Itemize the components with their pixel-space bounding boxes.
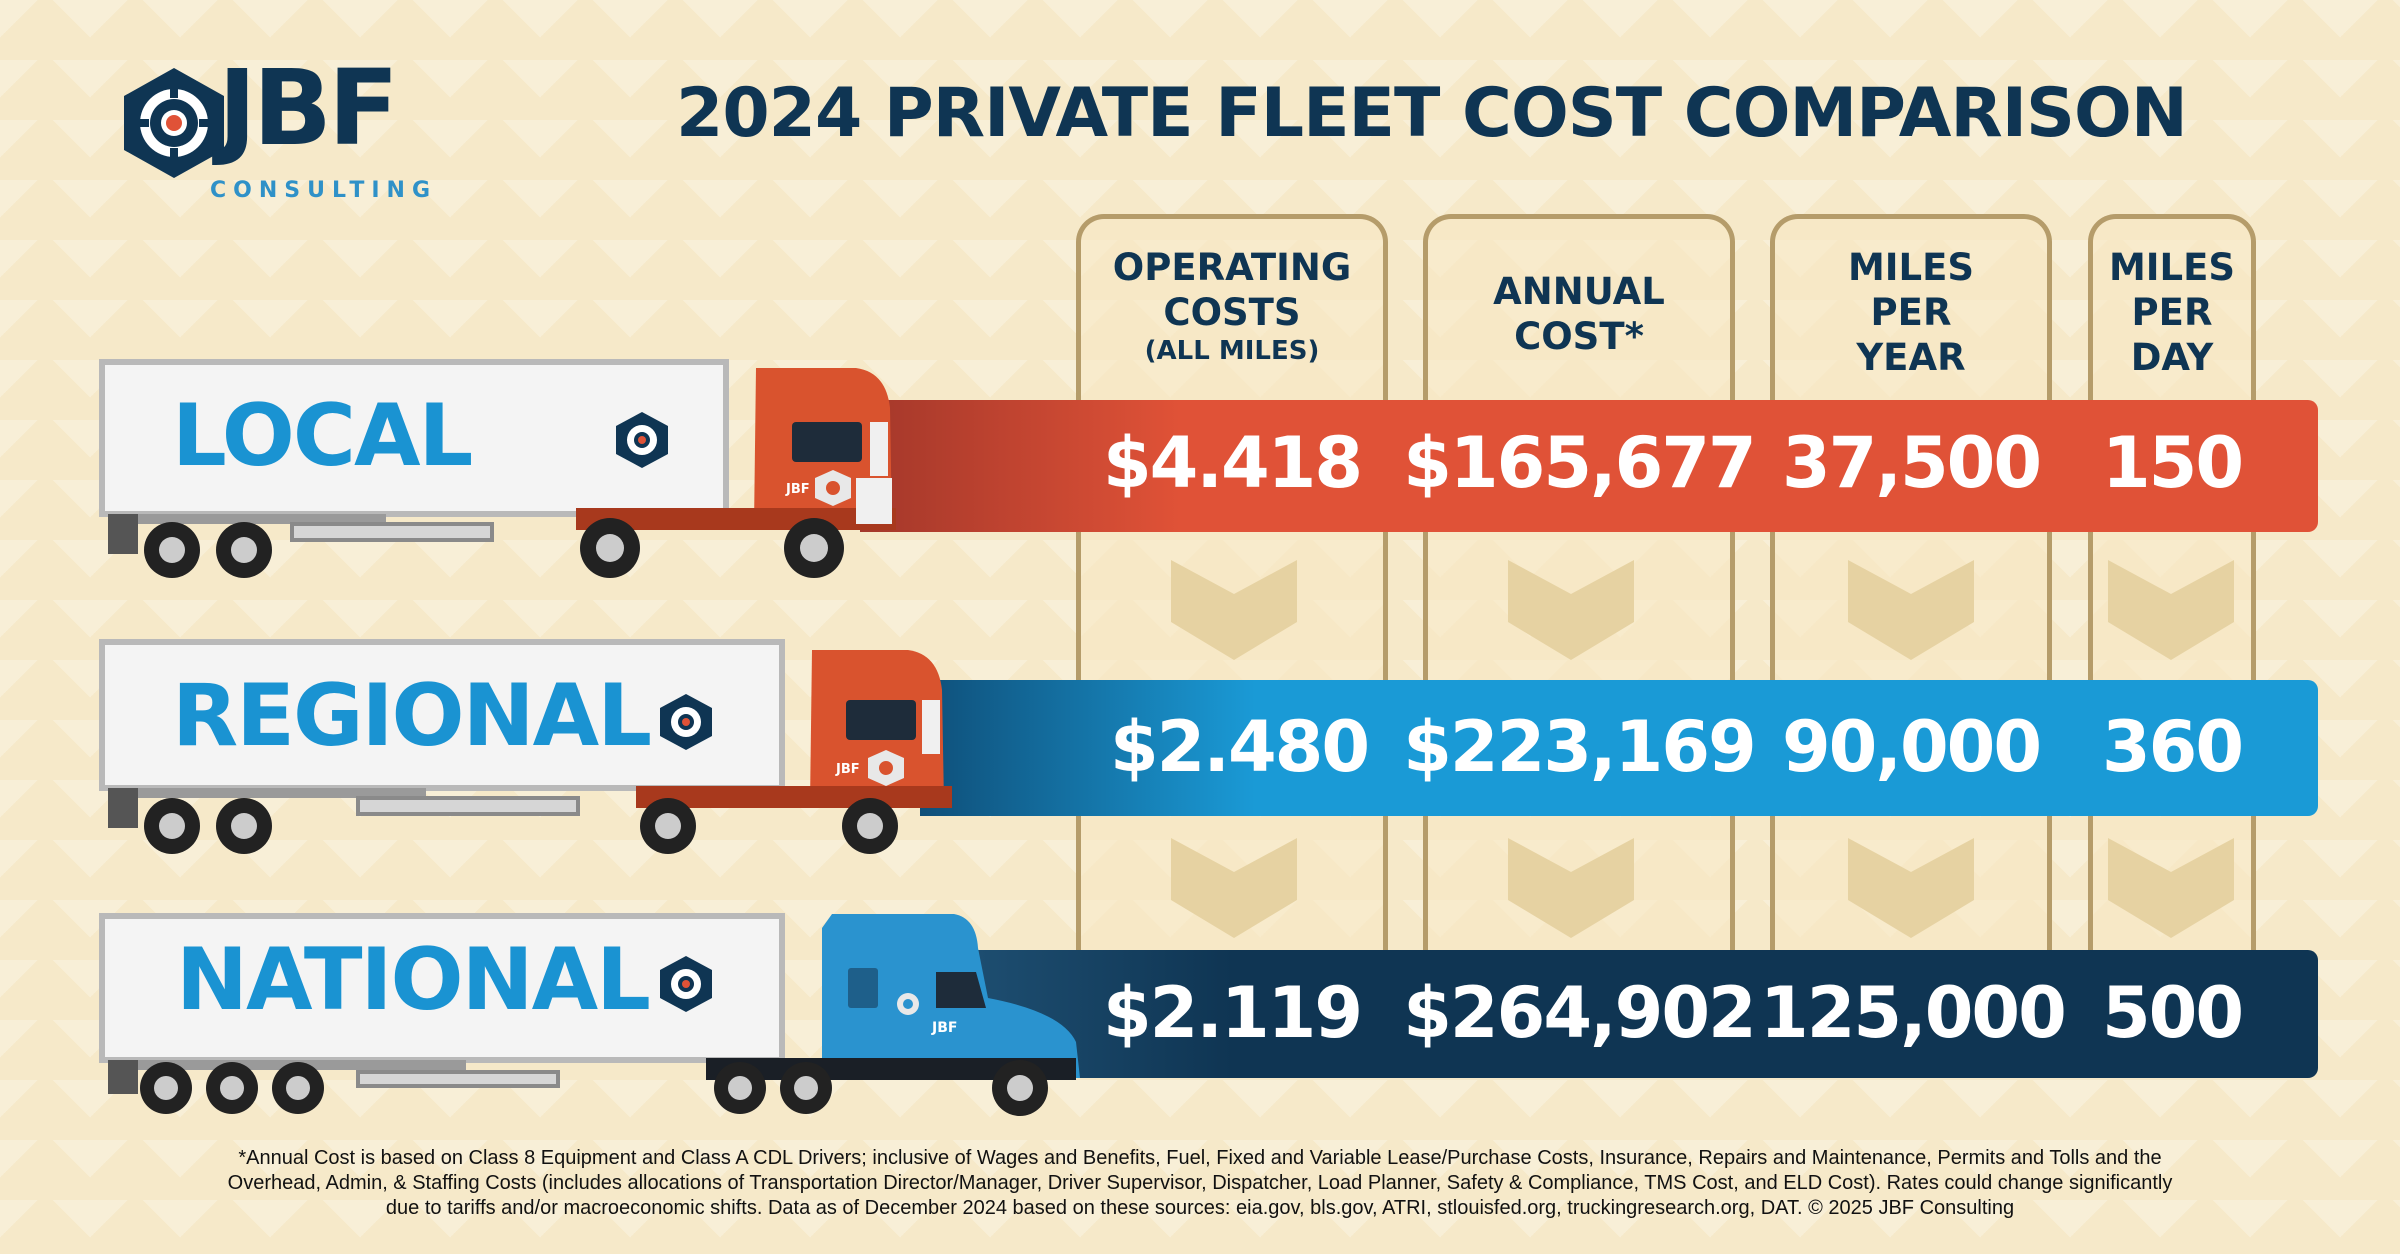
page-title: 2024 PRIVATE FLEET COST COMPARISON bbox=[676, 74, 2188, 153]
chevron-down-icon bbox=[1848, 560, 1974, 660]
chevron-down-icon bbox=[1848, 838, 1974, 938]
value-regional-operating-cost: $2.480 bbox=[1109, 706, 1370, 788]
footnote-line: due to tariffs and/or macroeconomic shif… bbox=[385, 1197, 2015, 1219]
column-header: MILES PER YEAR bbox=[1775, 245, 2047, 380]
column-header-line: COST* bbox=[1514, 315, 1644, 358]
logo-subtitle: CONSULTING bbox=[210, 178, 438, 203]
column-header: ANNUAL COST* bbox=[1428, 269, 1730, 359]
tier-label-regional: REGIONAL bbox=[172, 666, 652, 766]
band-regional bbox=[920, 680, 2318, 816]
jbf-logo-mark-icon bbox=[660, 694, 712, 750]
chevron-down-icon bbox=[1171, 560, 1297, 660]
chevron-down-icon bbox=[2108, 560, 2234, 660]
tier-label-national: NATIONAL bbox=[176, 930, 651, 1030]
column-header-line: PER bbox=[1870, 291, 1952, 334]
value-regional-miles-per-day: 360 bbox=[2101, 706, 2244, 788]
value-national-miles-per-day: 500 bbox=[2101, 972, 2244, 1054]
value-local-miles-per-day: 150 bbox=[2101, 422, 2244, 504]
column-miles-per-year: MILES PER YEAR bbox=[1770, 214, 2052, 954]
band-national bbox=[960, 950, 2318, 1078]
column-header-line: YEAR bbox=[1856, 336, 1966, 379]
footnote: *Annual Cost is based on Class 8 Equipme… bbox=[150, 1146, 2250, 1221]
svg-text:JBF: JBF bbox=[785, 482, 810, 497]
value-national-annual-cost: $264,902 bbox=[1403, 972, 1757, 1054]
column-header-line: MILES bbox=[1847, 246, 1975, 289]
value-local-operating-cost: $4.418 bbox=[1102, 422, 1363, 504]
jbf-logo-mark-icon bbox=[660, 956, 712, 1012]
svg-text:JBF: JBF bbox=[931, 1020, 957, 1036]
column-header: MILES PER DAY bbox=[2093, 245, 2251, 380]
value-national-miles-per-year: 125,000 bbox=[1760, 972, 2067, 1054]
footnote-line: Overhead, Admin, & Staffing Costs (inclu… bbox=[227, 1172, 2173, 1194]
column-header-note: (ALL MILES) bbox=[1144, 336, 1320, 366]
truck-local: JBF bbox=[99, 359, 896, 578]
column-header-line: PER bbox=[2131, 291, 2213, 334]
chevron-down-icon bbox=[2108, 838, 2234, 938]
jbf-logo: JBF CONSULTING bbox=[118, 56, 498, 212]
value-local-miles-per-year: 37,500 bbox=[1781, 422, 2042, 504]
value-local-annual-cost: $165,677 bbox=[1403, 422, 1757, 504]
value-regional-miles-per-year: 90,000 bbox=[1781, 706, 2042, 788]
column-annual-cost: ANNUAL COST* bbox=[1423, 214, 1735, 954]
svg-text:JBF: JBF bbox=[835, 762, 860, 777]
tier-label-local: LOCAL bbox=[172, 386, 473, 486]
column-header-line: DAY bbox=[2130, 336, 2214, 379]
value-national-operating-cost: $2.119 bbox=[1102, 972, 1363, 1054]
column-header-line: COSTS bbox=[1163, 291, 1301, 334]
chevron-down-icon bbox=[1508, 838, 1634, 938]
column-header: OPERATING COSTS (ALL MILES) bbox=[1081, 245, 1383, 367]
jbf-logo-mark-icon bbox=[616, 412, 668, 468]
column-header-line: MILES bbox=[2108, 246, 2236, 289]
jbf-logo-mark-icon bbox=[124, 68, 224, 178]
column-header-line: ANNUAL bbox=[1493, 270, 1665, 313]
logo-wordmark: JBF bbox=[218, 47, 399, 169]
chevron-down-icon bbox=[1508, 560, 1634, 660]
column-header-line: OPERATING bbox=[1112, 246, 1352, 289]
band-local bbox=[860, 400, 2318, 532]
footnote-line: *Annual Cost is based on Class 8 Equipme… bbox=[238, 1147, 2162, 1169]
chevron-down-icon bbox=[1171, 838, 1297, 938]
value-regional-annual-cost: $223,169 bbox=[1403, 706, 1757, 788]
column-operating-costs: OPERATING COSTS (ALL MILES) bbox=[1076, 214, 1388, 954]
